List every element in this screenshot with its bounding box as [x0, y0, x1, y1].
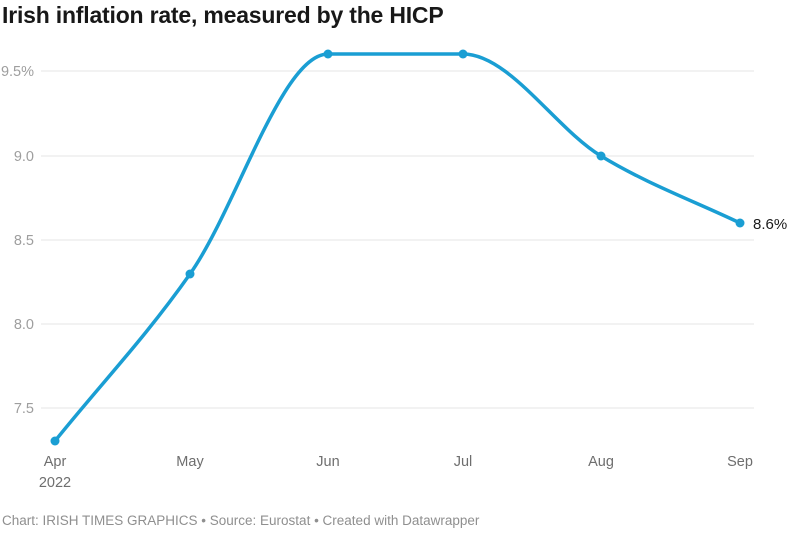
x-tick-label-year: 2022 — [39, 475, 71, 491]
line-series — [53, 52, 742, 443]
y-axis: 9.5% 9.0 8.5 8.0 7.5 — [1, 64, 34, 417]
data-point-jun — [323, 49, 333, 59]
data-point-may — [185, 269, 195, 279]
x-tick-label-sep: Sep — [727, 454, 753, 470]
data-point-aug — [596, 151, 606, 161]
data-point-sep — [735, 218, 745, 228]
y-tick-label: 8.5 — [14, 233, 34, 249]
data-point-apr — [50, 436, 60, 446]
x-tick-label-apr: Apr — [44, 454, 67, 470]
x-tick-label-jul: Jul — [454, 454, 473, 470]
end-value-label: 8.6% — [753, 216, 787, 233]
y-tick-label: 8.0 — [14, 317, 34, 333]
y-tick-label: 9.5% — [1, 64, 34, 80]
x-tick-label-aug: Aug — [588, 454, 614, 470]
x-axis: Apr 2022 May Jun Jul Aug Sep — [39, 454, 753, 491]
y-tick-label: 9.0 — [14, 149, 34, 165]
data-point-jul — [458, 49, 468, 59]
gridlines — [41, 70, 754, 409]
x-tick-label-may: May — [176, 454, 204, 470]
data-points — [50, 49, 745, 446]
x-tick-label-jun: Jun — [316, 454, 339, 470]
chart-footer: Chart: IRISH TIMES GRAPHICS • Source: Eu… — [2, 513, 480, 528]
chart-title: Irish inflation rate, measured by the HI… — [2, 2, 444, 28]
y-tick-label: 7.5 — [14, 401, 34, 417]
